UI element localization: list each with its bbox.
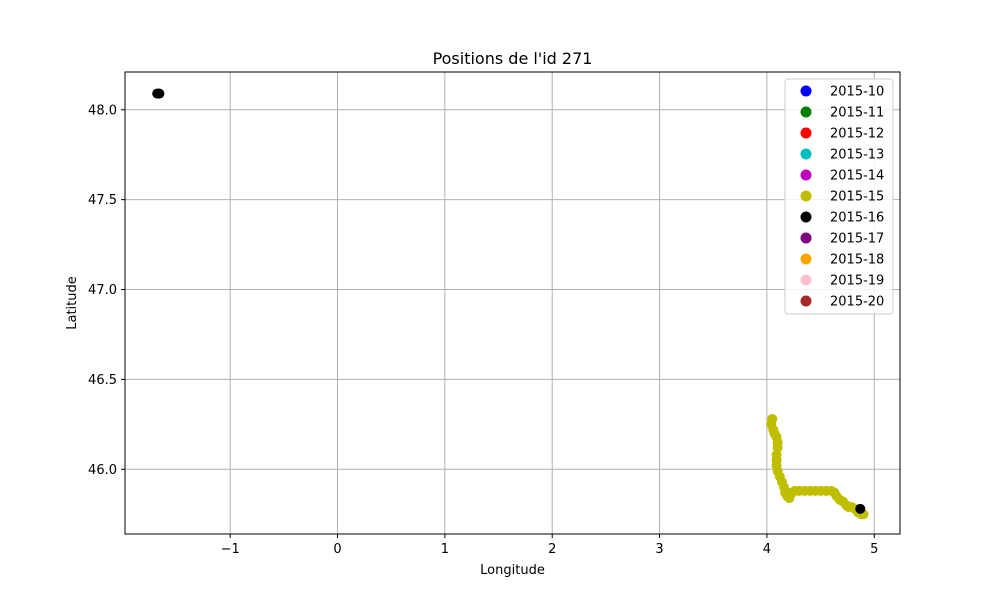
legend-label: 2015-19 — [830, 274, 884, 289]
y-axis: 46.0 46.5 47.0 47.5 48.0 — [88, 103, 125, 478]
y-tick-label: 46.5 — [88, 373, 117, 388]
legend: 2015-10 2015-11 2015-12 2015-13 2015-14 2015-… — [784, 78, 894, 315]
legend-marker — [800, 295, 812, 307]
plot-frame — [124, 71, 901, 535]
x-axis-label: Longitude — [480, 563, 545, 578]
legend-marker — [800, 85, 812, 97]
legend-label: 2015-13 — [830, 148, 884, 163]
x-tick-label: 5 — [870, 542, 878, 557]
x-tick-label: 3 — [655, 542, 663, 557]
legend-label: 2015-15 — [830, 190, 884, 205]
legend-marker — [800, 190, 812, 202]
y-tick-label: 47.0 — [88, 283, 117, 298]
x-tick-label: 4 — [763, 542, 771, 557]
legend-label: 2015-18 — [830, 253, 884, 268]
y-tick-label: 46.0 — [88, 463, 117, 478]
legend-label: 2015-16 — [830, 211, 884, 226]
y-axis-label: Latitude — [65, 276, 80, 330]
x-tick-label: 2 — [548, 542, 556, 557]
data-points — [152, 88, 869, 520]
y-tick-label: 48.0 — [88, 103, 117, 118]
x-tick-label: 0 — [333, 542, 341, 557]
legend-marker — [800, 106, 812, 118]
legend-label: 2015-10 — [830, 85, 884, 100]
chart-title: Positions de l'id 271 — [433, 49, 593, 68]
legend-label: 2015-20 — [830, 295, 884, 310]
legend-label: 2015-17 — [830, 232, 884, 247]
legend-box — [784, 78, 894, 315]
legend-marker — [800, 274, 812, 286]
x-tick-label: −1 — [221, 542, 240, 557]
legend-marker — [800, 127, 812, 139]
y-tick-label: 47.5 — [88, 193, 117, 208]
legend-marker — [800, 211, 812, 223]
legend-marker — [800, 169, 812, 181]
legend-label: 2015-12 — [830, 127, 884, 142]
grid-lines — [125, 72, 900, 534]
x-tick-label: 1 — [441, 542, 449, 557]
series-2015-15 — [766, 413, 869, 520]
legend-label: 2015-14 — [830, 169, 884, 184]
legend-marker — [800, 253, 812, 265]
data-point — [154, 88, 165, 99]
legend-label: 2015-11 — [830, 106, 884, 121]
legend-marker — [800, 148, 812, 160]
legend-marker — [800, 232, 812, 244]
data-point — [855, 503, 866, 514]
x-axis: −1 0 1 2 3 4 5 — [221, 534, 878, 557]
series-2015-16 — [152, 88, 866, 514]
